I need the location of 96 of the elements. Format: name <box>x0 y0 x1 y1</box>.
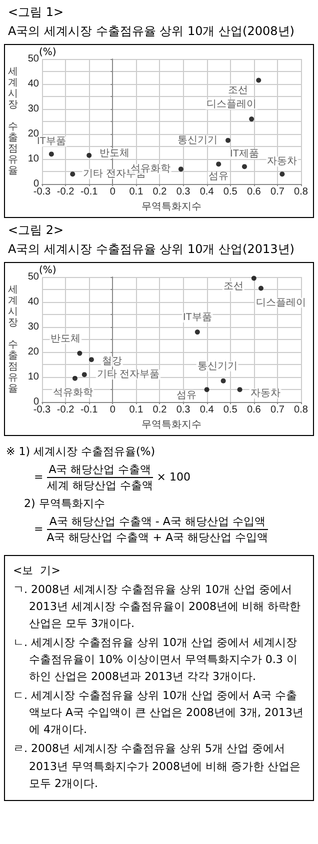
point <box>72 376 78 381</box>
point <box>82 372 87 378</box>
series-label: 섬유 <box>176 390 196 402</box>
x-tick-label: -0.1 <box>80 404 98 416</box>
x-tick-label: 0.5 <box>223 186 238 198</box>
point <box>242 164 247 170</box>
text: = <box>34 522 44 536</box>
series-label: 반도체 <box>50 333 81 344</box>
y-tick-label: 50 <box>28 54 40 64</box>
x-tick-label: -0.3 <box>33 404 52 416</box>
y-tick-label: 50 <box>28 272 40 282</box>
chart-title: <그림 1> <box>8 4 65 21</box>
point <box>226 138 231 143</box>
text: ㄹ. 2008년 세계시장 수출점유율 상위 5개 산업 중에서 2013년 무역특화지수가 2008년에 비해 증가한 산업은 모두 2개이다. <box>13 741 302 792</box>
x-tick-label: 0 <box>110 404 116 416</box>
point <box>204 387 210 392</box>
series-label: 기타 전자부품 <box>96 369 160 380</box>
text: = <box>34 470 44 484</box>
series-label: 조선 <box>228 84 248 96</box>
y-tick-label: 30 <box>28 322 40 333</box>
point <box>86 152 92 158</box>
point <box>70 172 76 177</box>
y-tick-label: 10 <box>28 372 40 383</box>
y-tick-label: 20 <box>28 346 40 358</box>
x-tick-label: 0.1 <box>129 186 144 198</box>
y-tick-label: 20 <box>28 128 40 140</box>
x-tick-label: -0.2 <box>56 404 75 416</box>
y-tick-label: 40 <box>28 296 40 308</box>
point <box>249 116 254 122</box>
x-tick-label: 0.5 <box>223 404 238 416</box>
point <box>48 152 54 157</box>
chart-subtitle: A국의 세계시장 수출점유율 상위 10개 산업(2013년) <box>8 241 296 258</box>
x-tick-label: 0.1 <box>129 404 144 416</box>
series-label: 섬유 <box>208 171 229 182</box>
series-label: 석유화학 <box>52 387 93 398</box>
x-tick-label: 0.4 <box>200 404 214 416</box>
x-tick-label: 0.7 <box>270 186 285 198</box>
x-tick-label: 0.6 <box>246 404 262 416</box>
y-tick-label: 10 <box>28 154 40 165</box>
chart-title: <그림 2> <box>8 222 65 239</box>
point <box>256 78 262 83</box>
point <box>88 357 94 362</box>
point <box>280 172 285 177</box>
text: 세계 해당산업 수출액 <box>46 478 154 493</box>
series-label: 반도체 <box>100 148 130 159</box>
x-tick-label: 0.6 <box>246 186 262 198</box>
point <box>251 276 256 281</box>
y-tick-label: 40 <box>28 78 40 90</box>
series-label: IT제품 <box>230 148 259 160</box>
text: 세계시장 수출점유율 <box>8 66 18 177</box>
series-label: IT부품 <box>36 136 66 148</box>
x-axis-title: 무역특화지수 <box>142 420 202 430</box>
x-tick-label: 0.3 <box>176 404 191 416</box>
y-tick-label: 30 <box>28 104 40 115</box>
point <box>258 286 264 291</box>
text: ㄴ. 세계시장 수출점유율 상위 10개 산업 중에서 세계시장 수출점유율이 10% 이상이면서 무역특화지수가 0.3 이하인 산업은 2008년과 2013년 각각 3개이다. <box>13 635 298 686</box>
series-label: 디스플레이 <box>206 99 257 110</box>
text: × 100 <box>156 470 190 484</box>
text: A국 해당산업 수출액 + A국 해당산업 수입액 <box>46 530 268 545</box>
text: 세계시장 수출점유율 <box>8 284 18 395</box>
text: ㄱ. 2008년 세계시장 수출점유율 상위 10개 산업 중에서 2013년 세계시장 수출점유율이 2008년에 비해 하락한 산업은 모두 3개이다. <box>13 582 302 632</box>
x-tick-label: 0.2 <box>152 186 168 198</box>
x-tick-label: 0 <box>110 186 116 198</box>
x-tick-label: -0.2 <box>56 186 75 198</box>
text: 2) 무역특화지수 <box>24 497 105 510</box>
x-tick-label: 0.4 <box>200 186 214 198</box>
x-tick-label: 0.7 <box>270 404 285 416</box>
x-axis-title: 무역특화지수 <box>142 202 202 212</box>
x-tick-label: -0.3 <box>33 186 52 198</box>
text: A국 해당산업 수출액 - A국 해당산업 수입액 <box>46 514 268 530</box>
point <box>220 378 226 384</box>
text: <보 기> <box>13 563 62 579</box>
text: (%) <box>39 47 56 58</box>
x-tick-label: 0.8 <box>294 186 308 198</box>
point <box>77 350 82 356</box>
x-tick-label: 0.2 <box>152 404 168 416</box>
series-label: 자동차 <box>267 156 298 168</box>
series-label: 철강 <box>102 356 122 368</box>
point <box>194 330 200 335</box>
series-label: IT부품 <box>182 312 212 324</box>
series-label: 통신기기 <box>178 134 218 146</box>
x-tick-label: 0.8 <box>294 404 308 416</box>
series-label: 통신기기 <box>197 360 238 372</box>
point <box>237 387 242 392</box>
text: A국 해당산업 수출액 <box>46 462 154 478</box>
text: ※ 1) 세계시장 수출점유율(%) <box>6 445 156 458</box>
point <box>178 166 184 172</box>
chart-subtitle: A국의 세계시장 수출점유율 상위 10개 산업(2008년) <box>8 23 296 40</box>
series-label: 디스플레이 <box>256 297 306 308</box>
text: (%) <box>39 265 56 276</box>
x-tick-label: -0.1 <box>80 186 98 198</box>
series-label: 조선 <box>223 280 244 292</box>
text: ㄷ. 세계시장 수출점유율 상위 10개 산업 중에서 A국 수출액보다 A국 수입액이 큰 산업은 2008년에 3개, 2013년에 4개이다. <box>13 688 304 738</box>
x-tick-label: 0.3 <box>176 186 191 198</box>
point <box>216 162 222 167</box>
series-label: 자동차 <box>250 388 280 400</box>
